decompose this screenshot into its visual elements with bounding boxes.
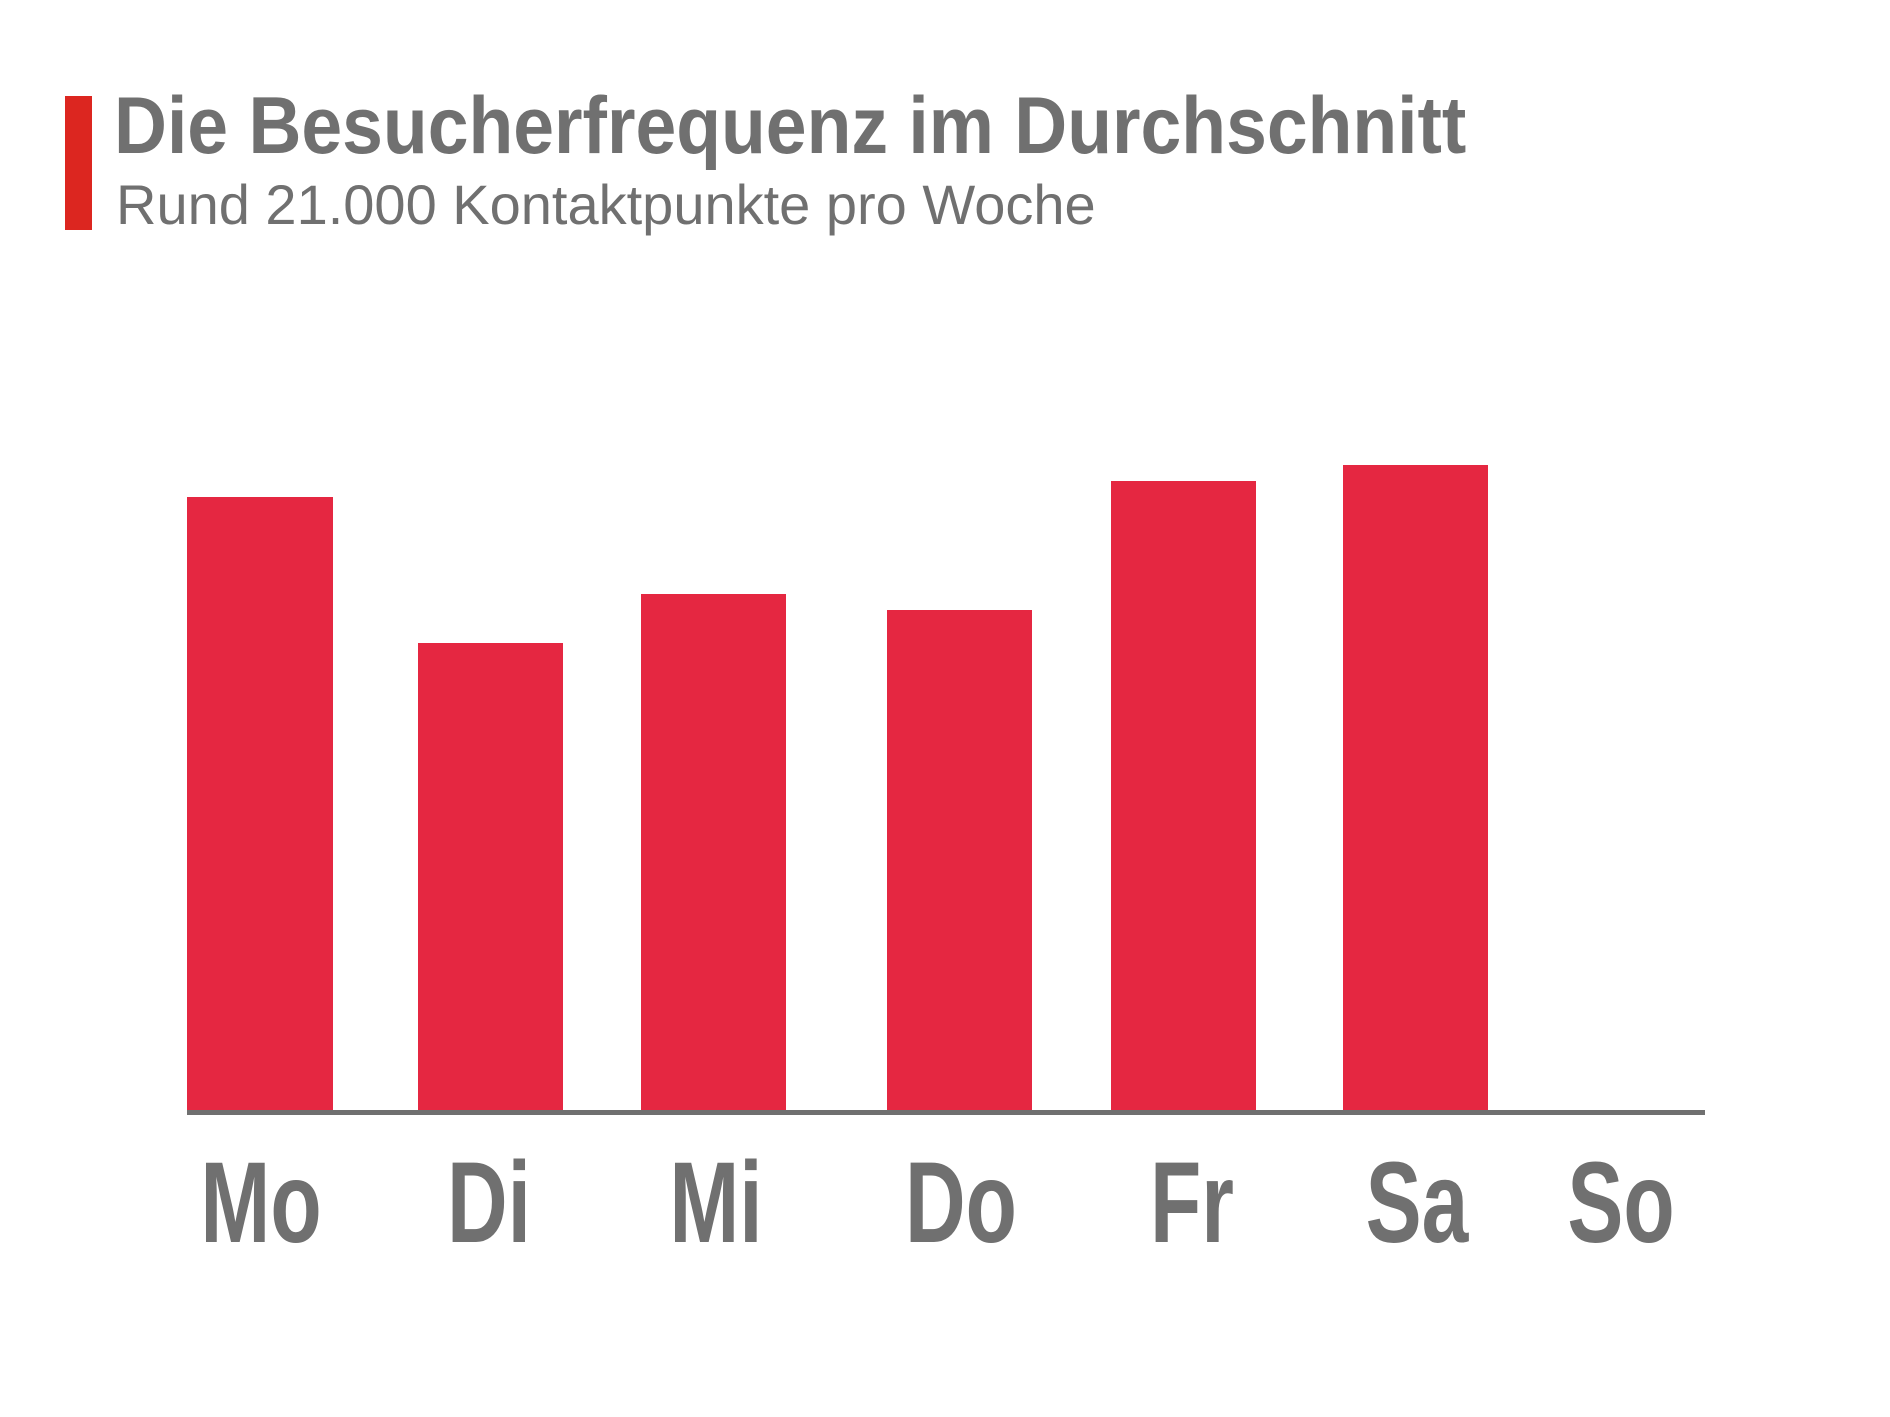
chart-title: Die Besucherfrequenz im Durchschnitt <box>114 81 1467 171</box>
bar-sa <box>1343 465 1488 1111</box>
x-axis-label-so: So <box>1567 1139 1675 1267</box>
bar-mo <box>187 497 333 1111</box>
x-axis-label-di: Di <box>447 1139 531 1267</box>
x-axis-label-do: Do <box>905 1139 1017 1267</box>
chart-subtitle: Rund 21.000 Kontaktpunkte pro Woche <box>116 173 1096 236</box>
x-axis-label-sa: Sa <box>1365 1139 1469 1267</box>
x-axis-label-fr: Fr <box>1150 1139 1234 1267</box>
title-accent-bar <box>65 96 92 230</box>
bar-do <box>887 610 1032 1111</box>
bar-di <box>418 643 563 1111</box>
x-axis-label-mi: Mi <box>669 1139 763 1267</box>
bar-mi <box>641 594 786 1111</box>
bar-fr <box>1111 481 1256 1111</box>
x-axis-label-mo: Mo <box>200 1139 322 1267</box>
x-axis-line <box>187 1110 1705 1115</box>
